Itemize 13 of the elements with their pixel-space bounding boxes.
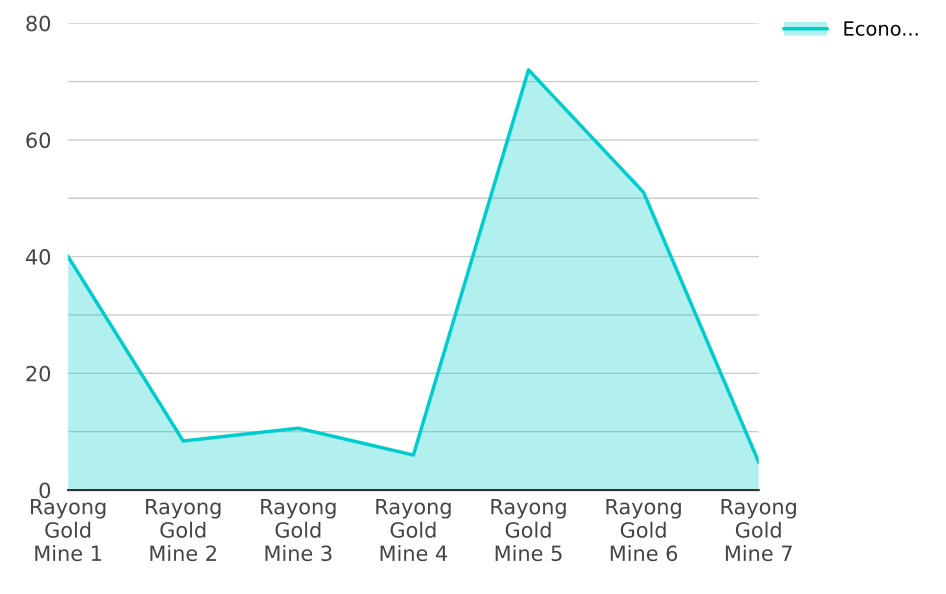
x-tick-label: Rayong Gold Mine 1: [31, 499, 106, 562]
y-tick-label: 80: [26, 16, 50, 32]
x-tick-label: Rayong Gold Mine 2: [146, 499, 220, 562]
x-tick-label: Rayong Gold Mine 4: [376, 499, 451, 562]
y-tick-label: 0: [40, 482, 50, 498]
x-tick-label: Rayong Gold Mine 7: [722, 499, 796, 562]
x-tick-label: Rayong Gold Mine 5: [491, 499, 566, 562]
legend-label: Econo...: [844, 21, 918, 36]
y-tick-label: 20: [26, 366, 50, 382]
x-tick-label: Rayong Gold Mine 3: [261, 499, 336, 562]
y-tick-label: 40: [26, 249, 50, 265]
y-tick-label: 60: [26, 132, 50, 148]
x-tick-label: Rayong Gold Mine 6: [606, 499, 681, 562]
